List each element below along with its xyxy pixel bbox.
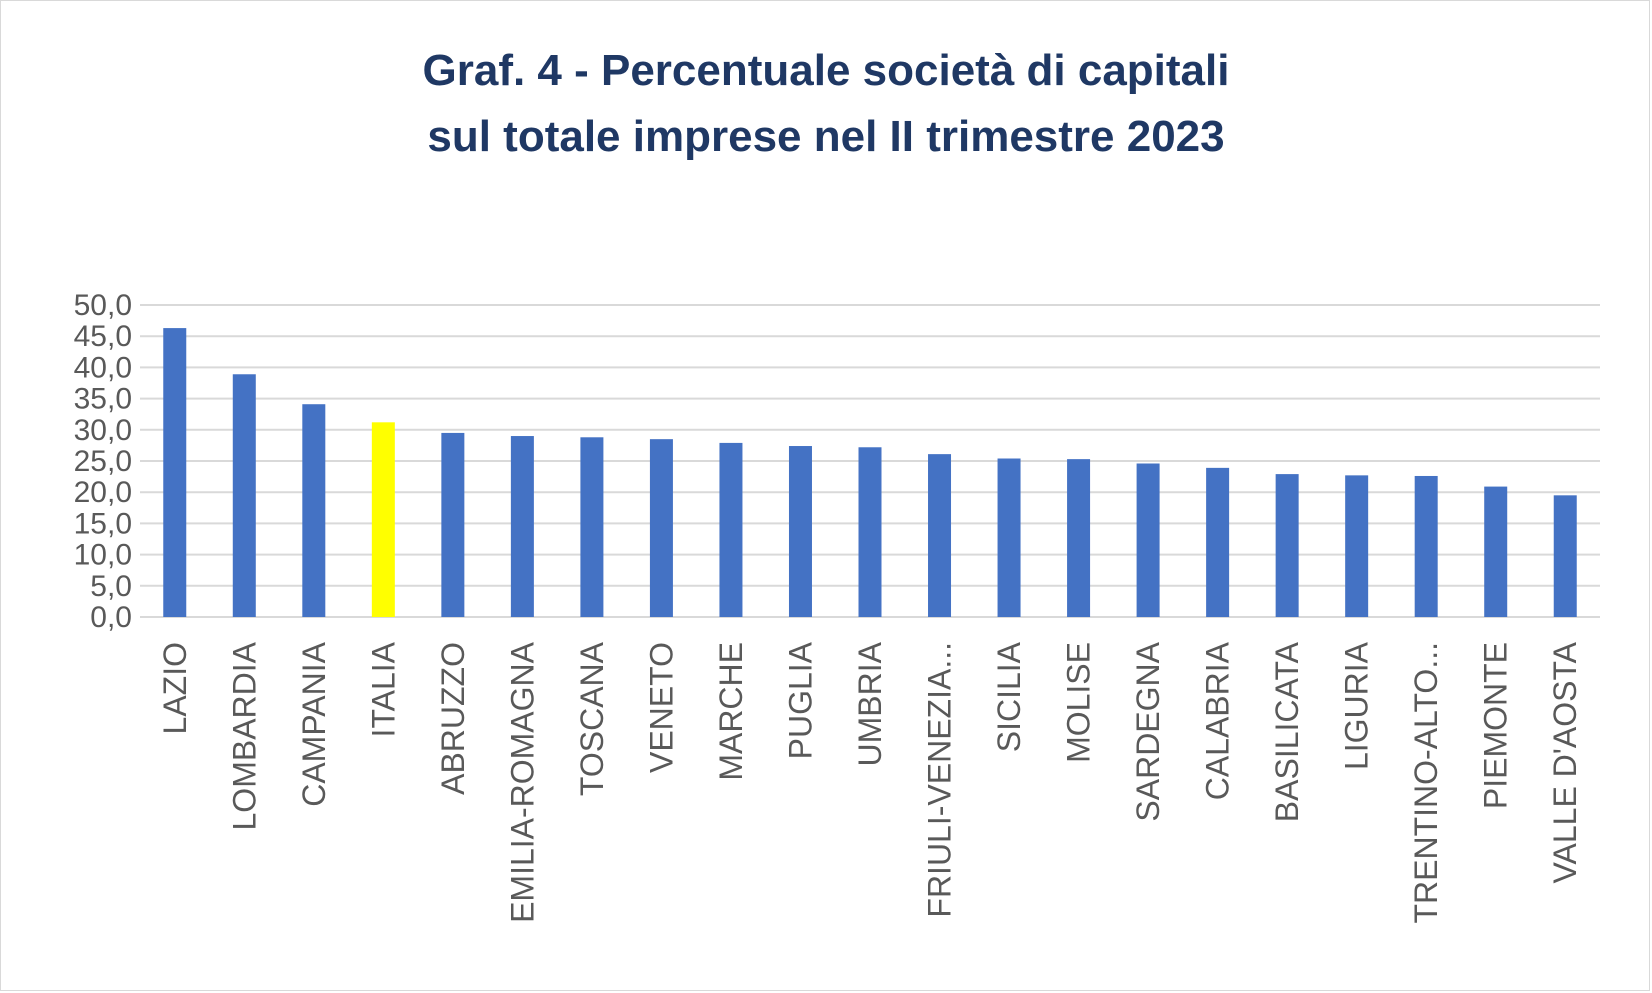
y-tick-label: 5,0	[90, 570, 132, 603]
x-tick-label: MOLISE	[1061, 642, 1097, 763]
y-tick-label: 45,0	[74, 320, 132, 353]
x-tick-label: UMBRIA	[852, 641, 888, 766]
bar	[1414, 475, 1438, 617]
bar	[1206, 467, 1230, 617]
x-tick-label: VALLE D'AOSTA	[1547, 641, 1583, 883]
x-tick-label: EMILIA-ROMAGNA	[504, 641, 540, 923]
bar	[1484, 486, 1508, 617]
y-tick-label: 35,0	[74, 383, 132, 416]
bar	[1067, 459, 1091, 617]
x-tick-label: ABRUZZO	[435, 642, 471, 795]
bar	[997, 458, 1021, 617]
bar	[1275, 474, 1299, 617]
bar	[580, 437, 604, 617]
x-tick-label: TOSCANA	[574, 641, 610, 796]
chart-title-line-2: sul totale imprese nel II trimestre 2023	[427, 112, 1225, 161]
x-tick-label: LAZIO	[157, 642, 193, 734]
x-tick-label: TRENTINO-ALTO...	[1408, 642, 1444, 924]
y-tick-label: 25,0	[74, 445, 132, 478]
bar	[302, 404, 326, 617]
x-tick-label: FRIULI-VENEZIA...	[922, 642, 958, 918]
bar	[371, 422, 395, 617]
x-tick-label: VENETO	[643, 642, 679, 773]
x-tick-label: LIGURIA	[1339, 641, 1375, 770]
y-tick-label: 0,0	[90, 601, 132, 634]
chart-title: Graf. 4 - Percentuale società di capital…	[0, 38, 1652, 170]
y-tick-label: 30,0	[74, 414, 132, 447]
x-tick-label: ITALIA	[365, 641, 401, 737]
y-tick-label: 20,0	[74, 476, 132, 509]
bar	[1345, 475, 1369, 617]
x-tick-label: SICILIA	[991, 641, 1027, 752]
bar	[719, 442, 743, 617]
y-tick-label: 40,0	[74, 351, 132, 384]
y-tick-label: 15,0	[74, 507, 132, 540]
bar	[510, 436, 534, 617]
x-tick-label: PUGLIA	[782, 641, 818, 759]
x-tick-label: PIEMONTE	[1478, 642, 1514, 809]
bar	[232, 374, 256, 617]
y-tick-label: 10,0	[74, 539, 132, 572]
bar	[441, 432, 465, 617]
bar	[163, 328, 187, 617]
bar	[788, 446, 812, 617]
bar	[1553, 495, 1577, 617]
x-tick-label: MARCHE	[713, 642, 749, 781]
bar	[928, 454, 952, 617]
x-tick-label: CALABRIA	[1200, 641, 1236, 800]
x-tick-label: LOMBARDIA	[226, 641, 262, 830]
y-tick-label: 50,0	[74, 289, 132, 322]
x-tick-label: CAMPANIA	[296, 641, 332, 806]
x-tick-label: BASILICATA	[1269, 641, 1305, 822]
bar	[1136, 463, 1160, 617]
x-tick-label: SARDEGNA	[1130, 641, 1166, 821]
bar	[858, 447, 882, 617]
bar	[649, 439, 673, 617]
chart-title-line-1: Graf. 4 - Percentuale società di capital…	[422, 46, 1230, 95]
